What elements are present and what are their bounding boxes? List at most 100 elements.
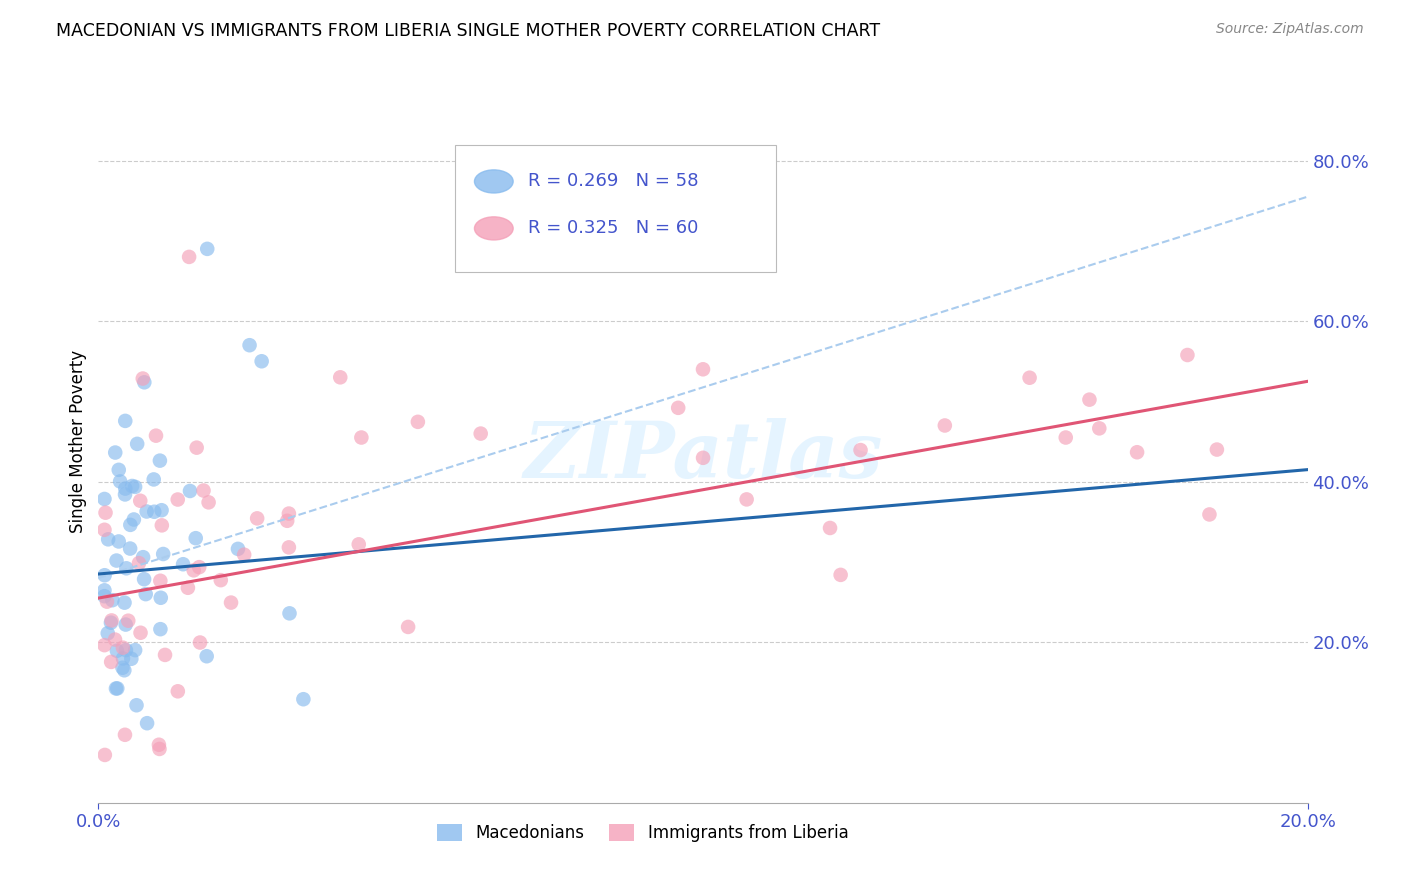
Circle shape <box>474 217 513 240</box>
Point <box>179 483 201 498</box>
Point <box>1054 430 1077 444</box>
Point <box>105 644 128 658</box>
Point <box>149 622 172 636</box>
Point <box>114 728 136 742</box>
Point <box>96 595 118 609</box>
Point <box>278 607 301 621</box>
Point <box>830 567 852 582</box>
Point <box>470 426 492 441</box>
Point <box>94 747 117 762</box>
Point <box>105 681 128 696</box>
Point <box>153 648 176 662</box>
Point <box>93 638 115 652</box>
Point <box>104 445 127 459</box>
Point <box>114 414 136 428</box>
Point <box>250 354 273 368</box>
Point <box>135 587 157 601</box>
Point <box>108 475 131 489</box>
Point <box>934 418 956 433</box>
Point <box>93 523 115 537</box>
Point <box>148 738 170 752</box>
Point <box>93 568 115 582</box>
Point <box>195 242 218 256</box>
Point <box>120 541 142 556</box>
Point <box>150 518 173 533</box>
Point <box>177 581 200 595</box>
Point <box>149 453 172 467</box>
Point <box>152 547 174 561</box>
Point <box>292 692 315 706</box>
Point <box>132 371 155 385</box>
Point <box>94 506 117 520</box>
Point <box>350 430 373 444</box>
Text: R = 0.325   N = 60: R = 0.325 N = 60 <box>527 219 697 237</box>
Point <box>120 652 142 666</box>
Point <box>219 596 242 610</box>
Point <box>148 742 170 756</box>
Point <box>277 541 299 555</box>
Point <box>149 574 172 588</box>
Point <box>111 640 134 655</box>
Point <box>142 472 165 486</box>
Point <box>1206 442 1229 457</box>
Point <box>172 558 194 572</box>
Point <box>197 495 219 509</box>
Point <box>114 617 136 632</box>
Point <box>406 415 429 429</box>
Point <box>105 553 128 567</box>
Point <box>226 541 249 556</box>
Point <box>1177 348 1199 362</box>
Point <box>115 643 138 657</box>
Point <box>114 487 136 501</box>
Point <box>195 649 218 664</box>
Point <box>132 550 155 565</box>
Y-axis label: Single Mother Poverty: Single Mother Poverty <box>69 350 87 533</box>
Text: Source: ZipAtlas.com: Source: ZipAtlas.com <box>1216 22 1364 37</box>
Point <box>111 661 134 675</box>
Point <box>135 504 157 518</box>
Point <box>209 573 232 587</box>
Point <box>329 370 352 384</box>
Point <box>233 548 256 562</box>
Point <box>188 635 211 649</box>
Point <box>186 441 208 455</box>
Point <box>114 596 136 610</box>
Point <box>166 492 188 507</box>
Point <box>818 521 841 535</box>
Point <box>735 492 758 507</box>
Point <box>107 534 129 549</box>
Point <box>136 716 159 731</box>
Point <box>692 450 714 465</box>
Point <box>1126 445 1149 459</box>
Point <box>145 428 167 442</box>
Text: MACEDONIAN VS IMMIGRANTS FROM LIBERIA SINGLE MOTHER POVERTY CORRELATION CHART: MACEDONIAN VS IMMIGRANTS FROM LIBERIA SI… <box>56 22 880 40</box>
Point <box>100 614 122 628</box>
Point <box>122 512 145 526</box>
Point <box>97 626 120 640</box>
Point <box>849 443 872 458</box>
Point <box>124 480 146 494</box>
Point <box>166 684 188 698</box>
Point <box>193 483 215 498</box>
Point <box>101 593 124 607</box>
Point <box>188 560 211 574</box>
Point <box>111 651 134 665</box>
Point <box>246 511 269 525</box>
Point <box>124 643 146 657</box>
Point <box>100 615 122 630</box>
Point <box>183 563 205 577</box>
Point <box>143 505 166 519</box>
FancyBboxPatch shape <box>456 145 776 272</box>
Point <box>128 556 150 570</box>
Point <box>97 533 120 547</box>
Point <box>120 517 142 532</box>
Point <box>396 620 419 634</box>
Point <box>93 491 115 506</box>
Legend: Macedonians, Immigrants from Liberia: Macedonians, Immigrants from Liberia <box>430 817 855 848</box>
Point <box>666 401 689 415</box>
Point <box>150 503 173 517</box>
Point <box>276 514 298 528</box>
Text: R = 0.269   N = 58: R = 0.269 N = 58 <box>527 172 699 190</box>
Circle shape <box>474 169 513 193</box>
Point <box>107 463 129 477</box>
